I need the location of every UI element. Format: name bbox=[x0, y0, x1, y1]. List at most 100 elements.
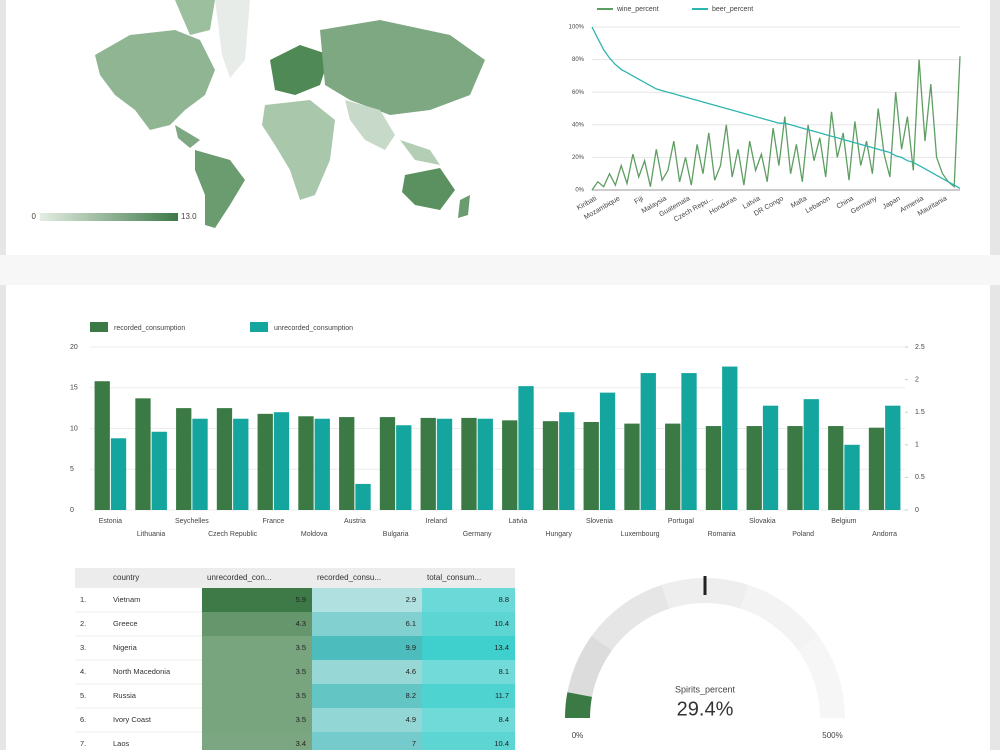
column-header: unrecorded_con... bbox=[207, 573, 272, 582]
value-cell bbox=[312, 612, 422, 636]
greenland bbox=[215, 0, 250, 78]
x-tick-label: Latvia bbox=[509, 518, 528, 525]
column-header: recorded_consu... bbox=[317, 573, 381, 582]
value-cell bbox=[422, 588, 515, 612]
value-cell bbox=[202, 684, 312, 708]
legend-label: recorded_consumption bbox=[114, 325, 185, 332]
value-cell bbox=[202, 732, 312, 750]
column-header: total_consum... bbox=[427, 573, 481, 582]
y-tick-label: 20% bbox=[572, 155, 585, 161]
x-tick-label: Bulgaria bbox=[383, 531, 409, 538]
value-cell-label: 13.4 bbox=[494, 643, 509, 652]
x-tick-label: Fiji bbox=[633, 195, 645, 206]
color-scale bbox=[40, 213, 178, 221]
x-tick-label: Moldova bbox=[301, 531, 328, 538]
country-cell: Laos bbox=[113, 739, 130, 748]
y-tick-label: 15 bbox=[70, 385, 78, 392]
y-tick-label: 100% bbox=[569, 25, 585, 31]
value-cell-label: 3.5 bbox=[296, 691, 306, 700]
value-cell bbox=[422, 636, 515, 660]
gauge-value bbox=[565, 692, 592, 718]
value-cell bbox=[422, 732, 515, 750]
scale-label: 0 bbox=[32, 212, 37, 221]
legend-label: beer_percent bbox=[712, 6, 753, 13]
gauge-band bbox=[591, 584, 670, 651]
y-tick-label: 60% bbox=[572, 90, 585, 96]
x-tick-label: Seychelles bbox=[175, 518, 209, 525]
value-cell bbox=[422, 660, 515, 684]
value-cell-label: 4.3 bbox=[296, 619, 306, 628]
value-cell-label: 5.9 bbox=[296, 595, 306, 604]
y2-tick-label: 1.5 bbox=[915, 409, 925, 416]
value-cell bbox=[422, 612, 515, 636]
column-header: country bbox=[113, 573, 139, 582]
line-series bbox=[591, 56, 961, 191]
gauge-limit-label: 500% bbox=[822, 731, 842, 740]
bar bbox=[135, 398, 151, 510]
y-tick-label: 20 bbox=[70, 344, 78, 351]
gauge-band bbox=[798, 635, 845, 718]
value-cell bbox=[202, 612, 312, 636]
y2-tick-label: 2 bbox=[915, 376, 919, 383]
value-cell-label: 9.9 bbox=[406, 643, 416, 652]
right-edge bbox=[990, 0, 1000, 750]
value-cell-label: 8.1 bbox=[499, 667, 509, 676]
rank-cell: 5. bbox=[80, 691, 86, 700]
africa bbox=[262, 100, 335, 200]
bar bbox=[396, 425, 412, 510]
left-edge bbox=[0, 0, 6, 750]
value-cell bbox=[312, 684, 422, 708]
rank-cell: 6. bbox=[80, 715, 86, 724]
y2-tick-label: 1 bbox=[915, 442, 919, 449]
y-tick-label: 10 bbox=[70, 425, 78, 432]
country-cell: Nigeria bbox=[113, 643, 138, 652]
bar bbox=[379, 417, 396, 510]
australia bbox=[402, 168, 455, 210]
southeast-asia bbox=[400, 140, 440, 165]
gauge-band bbox=[740, 584, 819, 651]
bar bbox=[828, 426, 844, 510]
south-asia bbox=[345, 100, 395, 150]
bar bbox=[502, 420, 518, 510]
country-cell: Ivory Coast bbox=[113, 715, 152, 724]
value-cell-label: 11.7 bbox=[495, 691, 509, 700]
bar bbox=[762, 405, 779, 510]
x-tick-label: Portugal bbox=[668, 518, 695, 525]
value-cell-label: 3.5 bbox=[296, 643, 306, 652]
x-tick-label: Belgium bbox=[831, 518, 856, 525]
bar bbox=[518, 386, 534, 510]
y-tick-label: 40% bbox=[572, 122, 585, 128]
bar bbox=[885, 405, 901, 510]
value-cell bbox=[422, 684, 515, 708]
x-tick-label: Andorra bbox=[872, 531, 897, 538]
rank-cell: 3. bbox=[80, 643, 86, 652]
bar bbox=[298, 416, 314, 510]
bar bbox=[559, 412, 575, 510]
bar bbox=[216, 408, 233, 510]
bar bbox=[722, 366, 738, 510]
bar bbox=[192, 418, 208, 510]
rank-cell: 1. bbox=[80, 595, 86, 604]
bar bbox=[844, 444, 860, 510]
bar bbox=[436, 418, 453, 510]
x-tick-label: Ireland bbox=[426, 518, 448, 525]
country-cell: Vietnam bbox=[113, 595, 140, 604]
asia bbox=[320, 20, 485, 115]
bar bbox=[787, 426, 803, 510]
value-cell bbox=[312, 636, 422, 660]
rank-cell: 7. bbox=[80, 739, 86, 748]
bar bbox=[339, 417, 355, 510]
bar bbox=[583, 421, 599, 510]
y-tick-label: 0% bbox=[575, 188, 584, 194]
table-header bbox=[75, 568, 515, 588]
value-cell bbox=[312, 588, 422, 612]
bar bbox=[705, 426, 722, 510]
bar bbox=[665, 423, 681, 510]
new-zealand bbox=[458, 195, 470, 218]
bar bbox=[176, 408, 192, 510]
y2-tick-label: 0 bbox=[915, 507, 919, 514]
bar bbox=[94, 381, 110, 510]
legend-swatch bbox=[250, 322, 268, 332]
value-cell bbox=[312, 708, 422, 732]
